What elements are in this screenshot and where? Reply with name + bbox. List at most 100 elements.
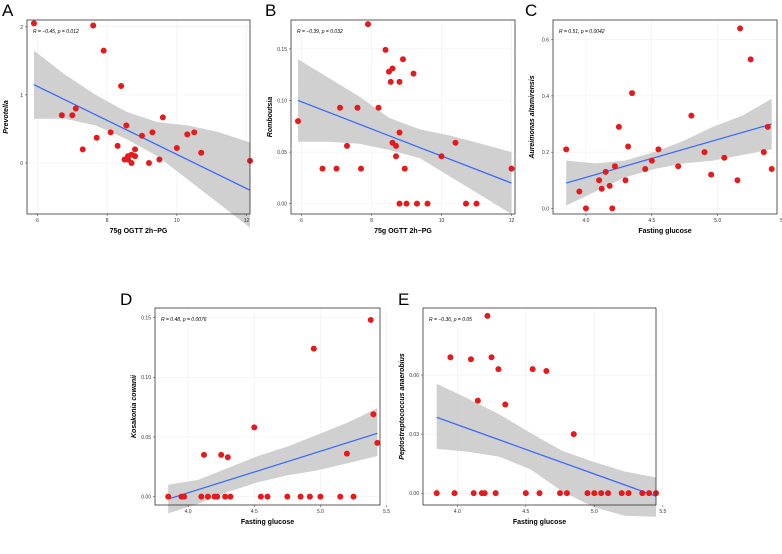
data-point[interactable] (374, 439, 381, 446)
data-point[interactable] (396, 129, 403, 136)
data-point[interactable] (605, 490, 612, 497)
data-point[interactable] (576, 188, 583, 195)
data-point[interactable] (100, 47, 107, 54)
data-point[interactable] (529, 366, 536, 373)
data-point[interactable] (760, 149, 767, 156)
data-point[interactable] (306, 493, 313, 500)
data-point[interactable] (251, 424, 258, 431)
data-point[interactable] (648, 157, 655, 164)
data-point[interactable] (69, 112, 76, 119)
data-point[interactable] (602, 168, 609, 175)
data-point[interactable] (584, 490, 591, 497)
data-point[interactable] (58, 112, 65, 119)
data-point[interactable] (447, 354, 454, 361)
data-point[interactable] (156, 156, 163, 163)
data-point[interactable] (622, 177, 629, 184)
data-point[interactable] (165, 493, 172, 500)
data-point[interactable] (367, 316, 374, 323)
data-point[interactable] (570, 431, 577, 438)
data-point[interactable] (90, 22, 97, 29)
data-point[interactable] (625, 143, 632, 150)
data-point[interactable] (721, 154, 728, 161)
data-point[interactable] (708, 171, 715, 178)
data-point[interactable] (701, 149, 708, 156)
data-point[interactable] (488, 354, 495, 361)
data-point[interactable] (354, 104, 361, 111)
data-point[interactable] (606, 182, 613, 189)
data-point[interactable] (344, 142, 350, 149)
data-point[interactable] (688, 112, 695, 119)
data-point[interactable] (492, 490, 499, 497)
data-point[interactable] (393, 142, 399, 149)
data-point[interactable] (414, 200, 420, 207)
data-point[interactable] (204, 493, 211, 500)
data-point[interactable] (563, 490, 570, 497)
data-point[interactable] (138, 132, 145, 139)
data-point[interactable] (591, 490, 598, 497)
data-point[interactable] (403, 200, 410, 207)
data-point[interactable] (214, 493, 221, 500)
data-point[interactable] (297, 493, 304, 500)
data-point[interactable] (149, 129, 156, 136)
data-point[interactable] (484, 312, 491, 319)
data-point[interactable] (522, 490, 529, 497)
data-point[interactable] (123, 122, 130, 129)
data-point[interactable] (72, 105, 79, 112)
data-point[interactable] (191, 129, 198, 136)
data-point[interactable] (557, 490, 564, 497)
data-point[interactable] (618, 490, 625, 497)
data-point[interactable] (629, 90, 636, 97)
data-point[interactable] (184, 131, 191, 138)
data-point[interactable] (734, 177, 741, 184)
data-point[interactable] (295, 118, 301, 125)
data-point[interactable] (317, 493, 324, 500)
data-point[interactable] (337, 104, 343, 111)
data-point[interactable] (598, 185, 605, 192)
data-point[interactable] (333, 165, 340, 172)
data-point[interactable] (470, 490, 477, 497)
data-point[interactable] (200, 451, 207, 458)
data-point[interactable] (410, 70, 417, 77)
data-point[interactable] (132, 153, 139, 160)
data-point[interactable] (222, 493, 229, 500)
data-point[interactable] (128, 159, 135, 166)
data-point[interactable] (319, 165, 326, 172)
data-point[interactable] (675, 163, 682, 170)
data-point[interactable] (310, 345, 317, 352)
data-point[interactable] (257, 493, 264, 500)
data-point[interactable] (598, 490, 605, 497)
data-point[interactable] (642, 166, 649, 173)
data-point[interactable] (387, 78, 394, 85)
data-point[interactable] (463, 200, 469, 207)
data-point[interactable] (646, 490, 653, 497)
data-point[interactable] (508, 165, 515, 172)
data-point[interactable] (467, 356, 474, 363)
data-point[interactable] (93, 134, 100, 141)
data-point[interactable] (224, 454, 231, 461)
data-point[interactable] (30, 20, 37, 27)
data-point[interactable] (451, 490, 458, 497)
data-point[interactable] (218, 451, 225, 458)
data-point[interactable] (350, 493, 357, 500)
data-point[interactable] (337, 493, 344, 500)
data-point[interactable] (609, 205, 616, 212)
data-point[interactable] (365, 21, 371, 28)
data-point[interactable] (396, 78, 403, 85)
data-point[interactable] (563, 146, 570, 153)
data-point[interactable] (382, 46, 389, 53)
data-point[interactable] (343, 450, 350, 457)
data-point[interactable] (118, 83, 125, 90)
data-point[interactable] (264, 493, 271, 500)
data-point[interactable] (768, 166, 775, 173)
data-point[interactable] (611, 163, 618, 170)
data-point[interactable] (502, 401, 509, 408)
data-point[interactable] (389, 65, 396, 72)
data-point[interactable] (536, 490, 543, 497)
data-point[interactable] (473, 200, 480, 207)
data-point[interactable] (495, 366, 502, 373)
data-point[interactable] (159, 114, 166, 121)
data-point[interactable] (393, 153, 399, 160)
data-point[interactable] (596, 177, 603, 184)
data-point[interactable] (198, 149, 205, 156)
data-point[interactable] (474, 397, 481, 404)
